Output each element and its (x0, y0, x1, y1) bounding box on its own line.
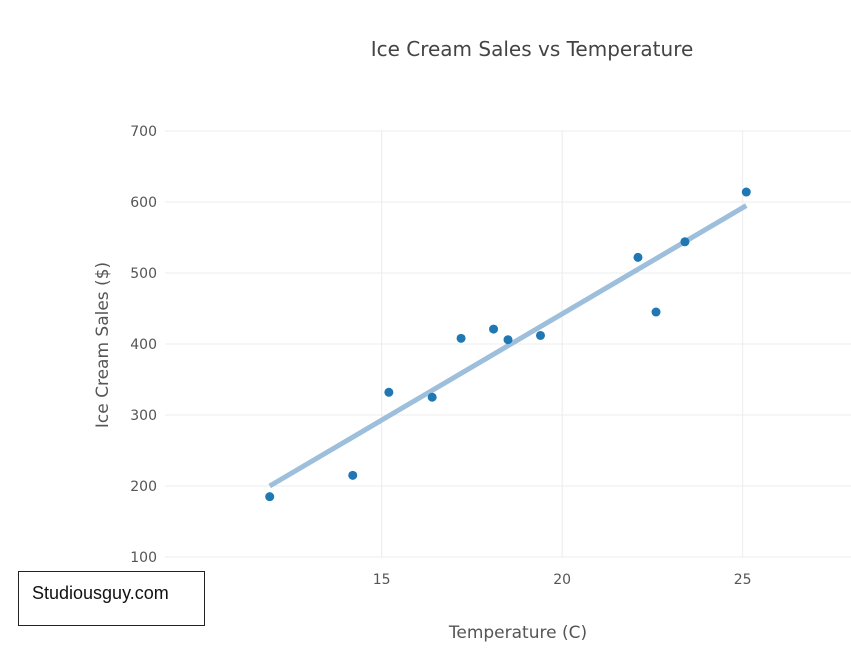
y-tick-label: 400 (130, 337, 157, 353)
data-points (265, 187, 751, 502)
data-point (633, 252, 643, 262)
data-point (427, 392, 437, 402)
data-point (651, 307, 661, 317)
gridlines (165, 130, 851, 558)
y-tick-label: 700 (130, 124, 157, 140)
data-point (503, 335, 513, 345)
x-tick-label: 25 (734, 572, 752, 588)
data-point (265, 492, 275, 502)
data-point (680, 237, 690, 247)
data-point (456, 333, 466, 343)
y-tick-label: 100 (130, 550, 157, 566)
chart-title: Ice Cream Sales vs Temperature (371, 37, 694, 61)
data-point (384, 387, 394, 397)
y-tick-label: 600 (130, 195, 157, 211)
y-tick-label: 300 (130, 408, 157, 424)
trendline (268, 203, 748, 489)
data-point (348, 470, 358, 480)
x-tick-label: 15 (373, 572, 391, 588)
data-point (489, 324, 499, 334)
watermark-label: Studiousguy.com (18, 571, 205, 626)
x-tick-labels: 15 20 25 (373, 572, 752, 588)
x-tick-label: 20 (553, 572, 571, 588)
y-axis-title: Ice Cream Sales ($) (93, 262, 113, 428)
y-tick-label: 200 (130, 479, 157, 495)
data-point (535, 330, 545, 340)
data-point (741, 187, 751, 197)
y-tick-label: 500 (130, 266, 157, 282)
y-tick-labels: 100 200 300 400 500 600 700 (130, 124, 157, 566)
x-axis-title: Temperature (C) (448, 623, 587, 643)
